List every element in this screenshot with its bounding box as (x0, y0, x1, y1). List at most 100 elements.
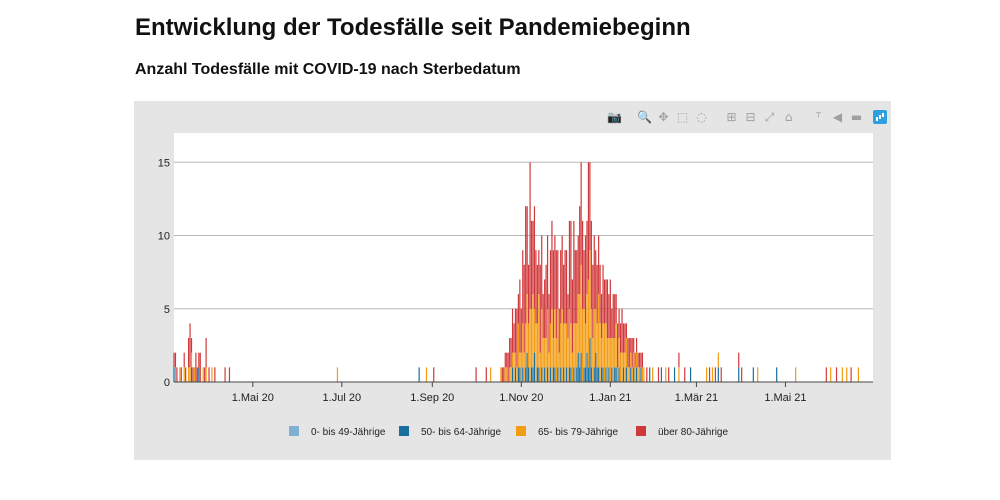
bar-segment[interactable] (535, 323, 537, 382)
bar-segment[interactable] (173, 367, 175, 382)
bar-segment[interactable] (551, 308, 553, 382)
bar-segment[interactable] (637, 352, 639, 368)
bar-segment[interactable] (574, 323, 576, 382)
legend-label[interactable]: 50- bis 64-Jährige (421, 427, 501, 438)
bar-segment[interactable] (582, 220, 584, 309)
bar-segment[interactable] (673, 367, 676, 382)
spike-lines-icon[interactable]: ⸆ (815, 110, 822, 124)
bar-segment[interactable] (841, 367, 843, 382)
bar-segment[interactable] (640, 367, 642, 382)
bar-segment[interactable] (646, 367, 648, 382)
bar-segment[interactable] (567, 294, 569, 339)
bar-segment[interactable] (190, 352, 193, 368)
bar-segment[interactable] (583, 367, 585, 382)
bar-segment[interactable] (528, 264, 530, 324)
bar-segment[interactable] (198, 352, 200, 368)
plotly-logo-icon[interactable] (873, 110, 887, 124)
bar-segment[interactable] (582, 308, 584, 382)
bar-segment[interactable] (660, 367, 663, 382)
bar-segment[interactable] (606, 338, 609, 382)
bar-segment[interactable] (619, 352, 622, 382)
bar-segment[interactable] (606, 279, 609, 339)
bar-segment[interactable] (611, 367, 613, 382)
bar-segment[interactable] (618, 338, 620, 368)
bar-segment[interactable] (516, 367, 518, 382)
bar-segment[interactable] (825, 367, 827, 382)
bar-segment[interactable] (526, 206, 528, 295)
bar-segment[interactable] (549, 323, 552, 368)
bar-segment[interactable] (602, 264, 604, 324)
bar-segment[interactable] (635, 352, 638, 368)
bar-segment[interactable] (596, 323, 598, 368)
bar-segment[interactable] (599, 264, 601, 324)
bar-segment[interactable] (600, 367, 603, 382)
bar-segment[interactable] (533, 308, 536, 353)
bar-segment[interactable] (557, 308, 559, 368)
bar-segment[interactable] (586, 352, 588, 382)
bar-segment[interactable] (665, 367, 667, 382)
bar-segment[interactable] (598, 235, 600, 295)
bar-segment[interactable] (180, 367, 182, 382)
bar-segment[interactable] (174, 367, 177, 382)
bar-segment[interactable] (504, 367, 506, 382)
bar-segment[interactable] (631, 367, 633, 382)
bar-segment[interactable] (622, 323, 625, 353)
bar-segment[interactable] (532, 294, 534, 368)
bar-segment[interactable] (741, 367, 743, 382)
bar-segment[interactable] (199, 352, 201, 382)
bar-segment[interactable] (185, 367, 187, 382)
bar-segment[interactable] (579, 206, 581, 295)
bar-segment[interactable] (649, 367, 651, 382)
legend-label[interactable]: 0- bis 49-Jährige (311, 427, 386, 438)
bar-segment[interactable] (573, 220, 575, 324)
bar-segment[interactable] (538, 367, 540, 382)
bar-segment[interactable] (717, 352, 719, 368)
bar-segment[interactable] (638, 367, 641, 382)
bar-segment[interactable] (593, 367, 595, 382)
bar-segment[interactable] (618, 308, 620, 339)
bar-segment[interactable] (520, 308, 522, 353)
bar-segment[interactable] (529, 162, 531, 309)
bar-segment[interactable] (835, 367, 838, 382)
bar-segment[interactable] (548, 294, 550, 353)
bar-segment[interactable] (574, 250, 576, 324)
bar-segment[interactable] (619, 323, 622, 353)
bar-segment[interactable] (625, 338, 627, 368)
bar-segment[interactable] (193, 367, 196, 382)
bar-segment[interactable] (189, 367, 191, 382)
bar-segment[interactable] (563, 367, 565, 382)
bar-segment[interactable] (678, 352, 680, 368)
bar-segment[interactable] (633, 367, 635, 382)
bar-segment[interactable] (519, 279, 521, 353)
bar-segment[interactable] (580, 162, 582, 265)
bar-segment[interactable] (522, 367, 524, 382)
chart-svg[interactable]: 0 5 10 15 1.Mai 20 1.Jul 20 1.Sep 20 1.Nov 20 1.… (134, 101, 891, 460)
bar-segment[interactable] (643, 367, 645, 382)
bar-segment[interactable] (595, 250, 597, 309)
zoom-out-icon[interactable]: ⊟ (745, 110, 756, 124)
bar-segment[interactable] (738, 352, 740, 368)
bar-segment[interactable] (830, 367, 832, 382)
bar-segment[interactable] (580, 352, 582, 382)
bar-segment[interactable] (517, 294, 519, 324)
bar-segment[interactable] (615, 367, 617, 382)
bar-segment[interactable] (544, 338, 546, 368)
bar-segment[interactable] (600, 338, 603, 368)
bar-segment[interactable] (603, 323, 606, 382)
bar-segment[interactable] (530, 367, 533, 382)
bar-segment[interactable] (552, 250, 555, 339)
bar-segment[interactable] (605, 323, 607, 368)
bar-segment[interactable] (542, 294, 544, 339)
bar-segment[interactable] (564, 323, 566, 382)
bar-segment[interactable] (592, 264, 594, 339)
bar-segment[interactable] (570, 367, 572, 382)
bar-segment[interactable] (538, 250, 540, 295)
bar-segment[interactable] (598, 367, 600, 382)
legend-swatch[interactable] (636, 426, 646, 436)
bar-segment[interactable] (570, 220, 572, 324)
bar-segment[interactable] (605, 279, 607, 324)
bar-segment[interactable] (541, 235, 543, 309)
bar-segment[interactable] (560, 250, 562, 324)
bar-segment[interactable] (551, 220, 553, 309)
bar-segment[interactable] (224, 367, 226, 382)
